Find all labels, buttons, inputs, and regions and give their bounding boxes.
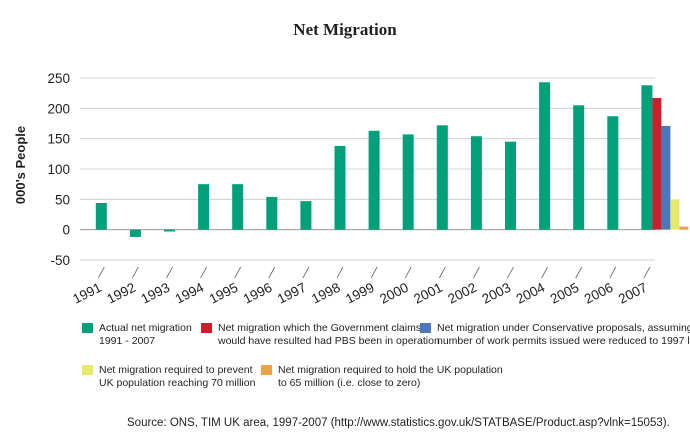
- x-axis-ticks: 1991 1992 1993 1994 1995 1996 1997 1998 1999 2000…: [70, 266, 651, 307]
- legend-label: Actual net migration: [99, 322, 192, 334]
- bar-scenario-3: [670, 199, 680, 230]
- x-tick-mark: [575, 266, 583, 279]
- y-axis-label: 000's People: [13, 126, 28, 204]
- bar-scenario-1: [652, 98, 662, 230]
- bar-actual-1995: [232, 184, 244, 230]
- y-tick-label: 150: [47, 132, 70, 147]
- x-tick-mark: [507, 266, 514, 279]
- x-tick-label: 2007: [616, 280, 650, 307]
- bar-actual-2001: [436, 125, 448, 230]
- legend-swatch: [82, 365, 93, 375]
- legend-label: number of work permits issued were reduc…: [437, 335, 690, 347]
- legend-swatch: [261, 365, 272, 375]
- x-tick-label: 2001: [411, 280, 445, 307]
- y-tick-label: 0: [62, 223, 70, 238]
- bars: [95, 82, 689, 237]
- bar-actual-1991: [95, 202, 107, 230]
- bar-scenario-4: [679, 226, 689, 230]
- grid-lines: [80, 77, 655, 261]
- x-tick-label: 2005: [548, 280, 582, 307]
- legend-label: UK population reaching 70 million: [99, 377, 256, 389]
- x-tick-mark: [132, 266, 139, 279]
- bar-actual-1998: [334, 145, 346, 230]
- x-tick-label: 2006: [582, 280, 616, 307]
- y-tick-label: -50: [50, 253, 70, 268]
- x-tick-mark: [473, 266, 480, 279]
- x-tick-label: 2000: [377, 280, 411, 307]
- legend-label: would have resulted had PBS been in oper…: [217, 335, 440, 347]
- legend-label: to 65 million (i.e. close to zero): [278, 377, 420, 389]
- bar-actual-2004: [539, 82, 551, 230]
- x-tick-mark: [302, 266, 310, 279]
- chart-title: Net Migration: [293, 20, 397, 39]
- bar-actual-1992: [129, 229, 141, 237]
- x-tick-label: 1993: [139, 280, 173, 307]
- x-tick-label: 2003: [480, 280, 514, 307]
- bar-actual-2000: [402, 134, 414, 230]
- x-tick-mark: [97, 266, 105, 279]
- x-tick-mark: [336, 266, 344, 279]
- legend-label: 1991 - 2007: [99, 335, 155, 347]
- bar-actual-2003: [505, 141, 516, 230]
- x-tick-label: 1999: [343, 280, 377, 307]
- x-tick-label: 1991: [70, 280, 104, 307]
- x-tick-label: 1996: [241, 280, 275, 307]
- x-tick-label: 1997: [275, 280, 309, 307]
- x-tick-label: 1998: [309, 280, 343, 307]
- x-tick-mark: [370, 266, 378, 279]
- x-tick-mark: [404, 266, 412, 279]
- bar-actual-1994: [198, 184, 210, 230]
- x-tick-mark: [609, 266, 617, 279]
- x-tick-mark: [200, 266, 207, 279]
- legend-label: Net migration which the Government claim…: [218, 322, 421, 334]
- y-tick-label: 50: [55, 192, 70, 207]
- x-tick-label: 1992: [104, 280, 138, 307]
- y-tick-label: 100: [47, 162, 70, 177]
- x-tick-label: 2002: [445, 280, 479, 307]
- bar-actual-2006: [607, 116, 619, 230]
- x-tick-mark: [541, 266, 548, 279]
- bar-actual-1993: [164, 229, 175, 232]
- x-tick-mark: [643, 266, 651, 279]
- legend-swatch: [201, 323, 212, 333]
- bar-actual-2007: [641, 85, 653, 230]
- bar-actual-1997: [300, 201, 312, 230]
- y-tick-label: 250: [47, 71, 70, 86]
- x-tick-mark: [166, 266, 173, 279]
- x-tick-label: 1995: [207, 280, 241, 307]
- x-tick-mark: [438, 266, 446, 279]
- legend-label: Net migration required to hold the UK po…: [278, 364, 503, 376]
- legend-label: Net migration required to prevent: [99, 364, 253, 376]
- bar-actual-2005: [573, 105, 585, 230]
- bar-actual-2002: [470, 136, 482, 230]
- x-tick-mark: [234, 266, 242, 279]
- x-tick-label: 1994: [173, 280, 207, 307]
- bar-scenario-2: [661, 125, 671, 230]
- bar-actual-1996: [266, 196, 278, 230]
- y-axis-ticks: 250 200 150 100 50 0 -50: [47, 71, 70, 268]
- legend-swatch: [82, 323, 93, 333]
- legend-swatch: [420, 323, 431, 333]
- y-tick-label: 200: [47, 101, 70, 116]
- x-tick-label: 2004: [514, 280, 548, 307]
- bar-actual-1999: [368, 130, 380, 230]
- x-tick-mark: [268, 266, 276, 279]
- source-note: Source: ONS, TIM UK area, 1997-2007 (htt…: [127, 417, 670, 429]
- legend-label: Net migration under Conservative proposa…: [437, 322, 690, 334]
